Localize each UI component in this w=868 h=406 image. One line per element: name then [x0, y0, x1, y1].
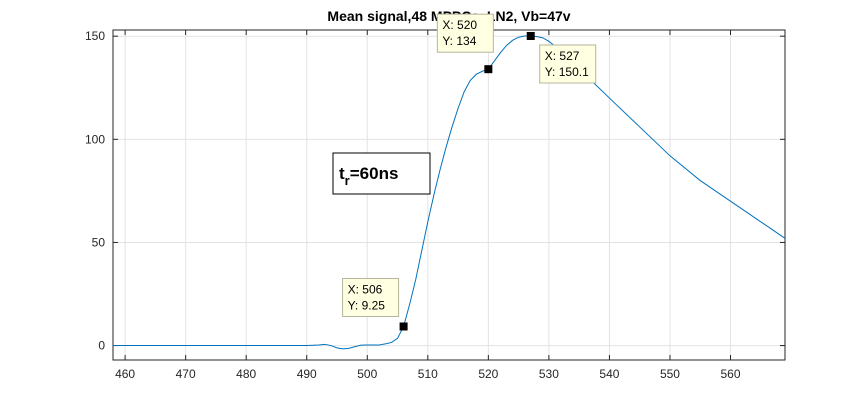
annotation-box [332, 152, 431, 195]
x-tick-label: 460 [115, 367, 135, 381]
y-tick-label: 150 [85, 29, 105, 43]
datatip-x-label: X: 527 [545, 49, 580, 63]
x-tick-label: 550 [660, 367, 680, 381]
x-tick-label: 480 [236, 367, 256, 381]
datatips: X: 506 Y: 9.25 X: 520 Y: 134 X: 527 Y: 150.1 [342, 13, 597, 317]
datatip-box [436, 13, 494, 53]
annotation-main: t [339, 164, 345, 183]
datatip-y-label: Y: 150.1 [545, 65, 589, 79]
datatip-y-label: Y: 9.25 [348, 298, 386, 312]
annotation-rest: =60ns [350, 164, 399, 183]
x-tick-label: 500 [357, 367, 377, 381]
annotation-text: tr=60ns [339, 164, 398, 188]
x-tick-label: 560 [720, 367, 740, 381]
datatip-markers [399, 31, 535, 331]
datatip: X: 506 Y: 9.25 [342, 277, 400, 317]
datatip-x-label: X: 520 [442, 18, 477, 32]
y-tick-label: 50 [92, 235, 106, 249]
y-tick-label: 0 [98, 339, 105, 353]
y-tick-label: 100 [85, 132, 105, 146]
x-tick-label: 470 [176, 367, 196, 381]
rise-time-annotation: tr=60ns [332, 152, 431, 195]
x-tick-label: 520 [478, 367, 498, 381]
annotation-sub: r [345, 173, 350, 188]
x-tick-labels: 460 470 480 490 500 510 520 530 540 550 560 [115, 367, 741, 381]
datatip-box [539, 44, 597, 84]
x-tick-label: 510 [418, 367, 438, 381]
datatip-marker [526, 31, 535, 40]
x-tick-label: 490 [297, 367, 317, 381]
datatip-marker [399, 322, 408, 331]
datatip-box [342, 277, 400, 317]
y-tick-labels: 0 50 100 150 [85, 29, 105, 352]
x-tick-label: 530 [539, 367, 559, 381]
plot-area [113, 30, 785, 360]
datatip-y-label: Y: 134 [442, 34, 476, 48]
x-tick-label: 540 [599, 367, 619, 381]
datatip-x-label: X: 506 [348, 282, 383, 296]
datatip-marker [484, 65, 493, 74]
datatip: X: 520 Y: 134 [436, 13, 494, 53]
ticks [113, 30, 785, 360]
datatip: X: 527 Y: 150.1 [539, 44, 597, 84]
